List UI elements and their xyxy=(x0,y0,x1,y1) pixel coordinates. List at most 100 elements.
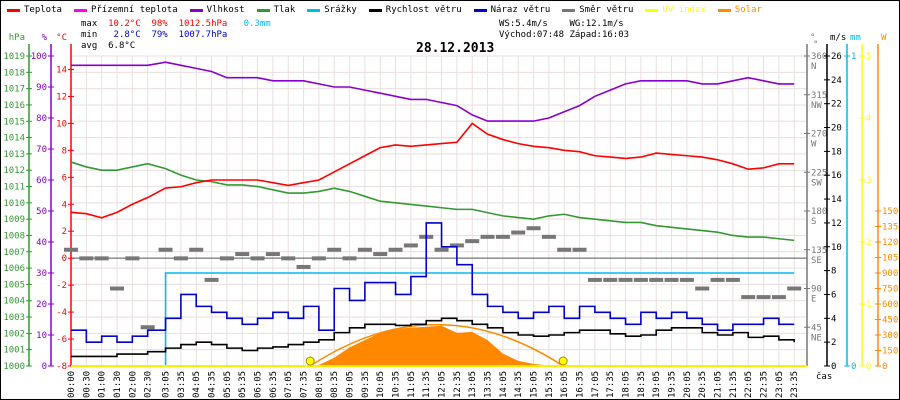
legend-item: Tlak xyxy=(256,5,295,15)
direction-mark xyxy=(265,252,280,257)
solar-tick-label: 900 xyxy=(882,269,898,279)
legend-label: Srážky xyxy=(324,5,357,15)
x-tick-label: 09:35 xyxy=(361,371,371,398)
solar-tick-label: 150 xyxy=(882,347,898,357)
x-tick-label: 07:35 xyxy=(300,371,310,398)
legend-label: Teplota xyxy=(24,5,62,15)
direction-mark xyxy=(495,234,510,239)
pressure-tick-label: 1000 xyxy=(3,362,25,372)
direction-mark xyxy=(357,247,372,252)
solar-theoretical-curve xyxy=(309,324,564,367)
direction-mark xyxy=(741,295,756,300)
min-temp: 2.8°C xyxy=(113,30,141,40)
x-tick-label: 17:35 xyxy=(606,371,616,398)
x-tick-label: 20:35 xyxy=(698,371,708,398)
wind-tick-label: 14 xyxy=(831,195,842,205)
series-solar xyxy=(71,325,795,366)
pressure-tick-label: 1007 xyxy=(3,248,25,258)
avg-label: avg xyxy=(81,41,98,51)
x-tick-label: 00:00 xyxy=(67,371,77,398)
humidity-tick-label: 50 xyxy=(36,207,47,217)
x-tick-label: 10:05 xyxy=(376,371,386,398)
temperature-axis-unit: °C xyxy=(56,33,67,43)
legend-item: Teplota xyxy=(7,5,62,15)
direction-mark xyxy=(342,256,357,261)
x-axis-label: čas xyxy=(816,371,832,382)
legend-label: Náraz větru xyxy=(490,5,551,15)
direction-tick-compass: SW xyxy=(811,178,822,188)
pressure-axis-unit: hPa xyxy=(9,33,25,43)
x-tick-label: 12:35 xyxy=(453,371,463,398)
temperature-tick-label: 8 xyxy=(62,146,67,156)
direction-mark xyxy=(219,256,234,261)
pressure-tick-label: 1005 xyxy=(3,280,25,290)
x-tick-label: 15:05 xyxy=(530,371,540,398)
wind-tick-label: 24 xyxy=(831,76,842,86)
direction-mark xyxy=(480,234,495,239)
humidity-tick-label: 30 xyxy=(36,269,47,279)
pressure-tick-label: 1002 xyxy=(3,329,25,339)
x-tick-label: 11:05 xyxy=(407,371,417,398)
wind-tick-label: 6 xyxy=(831,290,836,300)
pressure-tick-label: 1010 xyxy=(3,199,25,209)
direction-mark xyxy=(388,247,403,252)
wind-tick-label: 10 xyxy=(831,243,842,253)
temperature-tick-label: 0 xyxy=(62,254,67,264)
legend-swatch xyxy=(473,8,487,12)
humidity-axis-unit: % xyxy=(42,33,48,43)
x-tick-label: 16:35 xyxy=(576,371,586,398)
direction-tick-label: 225 xyxy=(811,168,827,178)
direction-mark xyxy=(511,230,526,235)
direction-mark xyxy=(403,243,418,248)
pressure-tick-label: 1009 xyxy=(3,215,25,225)
direction-mark xyxy=(64,247,78,252)
x-tick-label: 14:05 xyxy=(499,371,509,398)
direction-mark xyxy=(235,252,250,257)
humidity-tick-label: 10 xyxy=(36,331,47,341)
series-náraz-větru xyxy=(71,222,795,343)
legend-swatch xyxy=(562,8,576,12)
legend-label: Rychlost větru xyxy=(385,5,462,15)
avg-temp: 6.8°C xyxy=(108,41,136,51)
x-tick-label: 08:05 xyxy=(315,371,325,398)
direction-tick-compass: NE xyxy=(811,333,822,343)
direction-mark xyxy=(557,247,572,252)
direction-mark xyxy=(771,295,786,300)
x-tick-label: 02:30 xyxy=(144,371,154,398)
direction-tick-label: 180 xyxy=(811,207,827,217)
humidity-tick-label: 20 xyxy=(36,300,47,310)
series-rychlost-větru xyxy=(71,317,796,358)
direction-mark xyxy=(204,277,219,282)
series-teplota xyxy=(70,122,795,219)
direction-tick-label: 45 xyxy=(811,323,822,333)
pressure-tick-label: 1008 xyxy=(3,231,25,241)
pressure-tick-label: 1015 xyxy=(3,117,25,127)
legend-label: Směr větru xyxy=(579,5,634,15)
direction-mark xyxy=(541,234,556,239)
max-label: max xyxy=(81,19,98,29)
x-tick-label: 01:30 xyxy=(113,371,123,398)
direction-mark xyxy=(756,295,771,300)
wind-tick-label: 18 xyxy=(831,147,842,157)
x-tick-label: 06:05 xyxy=(254,371,264,398)
min-label: min xyxy=(81,30,98,40)
direction-mark xyxy=(94,256,109,261)
legend-item: Náraz větru xyxy=(473,5,551,15)
x-tick-label: 13:35 xyxy=(484,371,494,398)
wind-tick-label: 16 xyxy=(831,171,842,181)
wind-tick-label: 20 xyxy=(831,124,842,134)
direction-mark xyxy=(679,277,694,282)
max-rain: 0.3mm xyxy=(243,19,271,29)
direction-mark xyxy=(327,247,342,252)
direction-mark xyxy=(603,277,618,282)
pressure-tick-label: 1018 xyxy=(3,68,25,78)
x-tick-label: 22:05 xyxy=(744,371,754,398)
temperature-tick-label: 14 xyxy=(56,65,67,75)
humidity-tick-label: 0 xyxy=(42,362,47,372)
legend-swatch xyxy=(256,8,270,12)
direction-mark xyxy=(79,256,94,261)
legend-item: Srážky xyxy=(307,5,357,15)
sunrise: Východ:07:48 xyxy=(499,30,565,40)
direction-tick-label: 360 xyxy=(811,52,827,62)
